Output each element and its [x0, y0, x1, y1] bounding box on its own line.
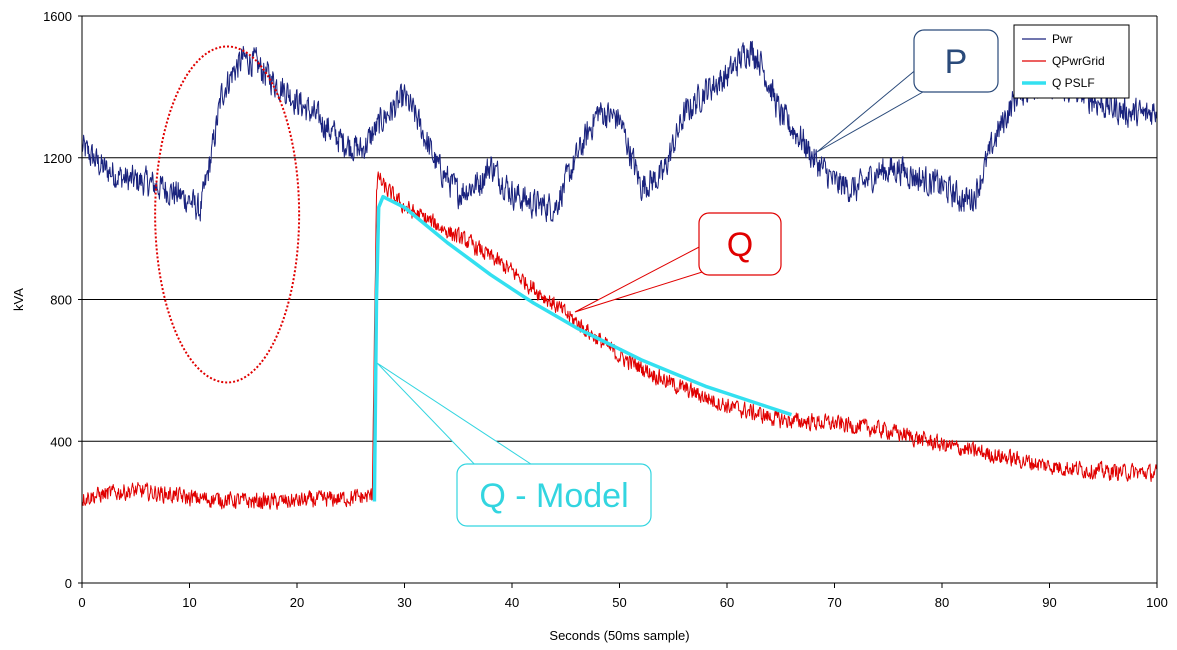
x-tick-label: 50 — [612, 595, 626, 610]
series-line-q-pslf — [372, 194, 793, 502]
x-tick-label: 30 — [397, 595, 411, 610]
x-tick-label: 40 — [505, 595, 519, 610]
callout-pointer — [376, 362, 541, 471]
x-tick-label: 60 — [720, 595, 734, 610]
gridlines — [82, 15, 1157, 442]
series-line-qpwrgrid — [81, 171, 1158, 510]
callout-pointer — [816, 67, 931, 153]
x-tick-label: 100 — [1146, 595, 1168, 610]
highlight-ellipse — [154, 45, 301, 384]
y-tick-label: 1200 — [43, 151, 72, 166]
callout-box — [456, 463, 652, 527]
x-tick-label: 0 — [78, 595, 85, 610]
x-tick-label: 90 — [1042, 595, 1056, 610]
callout-p: P — [816, 29, 999, 153]
x-tick-label: 70 — [827, 595, 841, 610]
axes: 0 400 800 1200 1600 0 10 20 30 40 50 60 70 80 90 100 Sec… — [11, 9, 1168, 643]
callout-label: Q - Model — [479, 477, 628, 515]
legend-label-pwr: Pwr — [1052, 32, 1073, 46]
series-line-pwr — [81, 40, 1158, 223]
y-tick-label: 800 — [50, 293, 72, 308]
series-layer — [81, 40, 1158, 510]
x-tick-label: 20 — [290, 595, 304, 610]
callout-box — [913, 29, 999, 93]
y-tick-label: 1600 — [43, 9, 72, 24]
callout-q: Q — [574, 212, 782, 313]
callout-model: Q - Model — [376, 362, 652, 527]
annotations: P Q Q - Model — [154, 29, 999, 527]
callout-label: P — [945, 43, 968, 81]
callout-label: Q — [727, 226, 753, 264]
callout-box — [698, 212, 782, 276]
y-tick-label: 400 — [50, 434, 72, 449]
legend-label-qpwrgrid: QPwrGrid — [1052, 54, 1105, 68]
callout-pointer — [574, 244, 716, 313]
legend: Pwr QPwrGrid Q PSLF — [1013, 24, 1130, 99]
legend-label-q-pslf: Q PSLF — [1052, 76, 1095, 90]
x-tick-label: 80 — [935, 595, 949, 610]
y-axis-title: kVA — [11, 288, 26, 311]
x-tick-label: 10 — [182, 595, 196, 610]
y-tick-label: 0 — [65, 576, 72, 591]
x-axis-title: Seconds (50ms sample) — [549, 628, 689, 643]
